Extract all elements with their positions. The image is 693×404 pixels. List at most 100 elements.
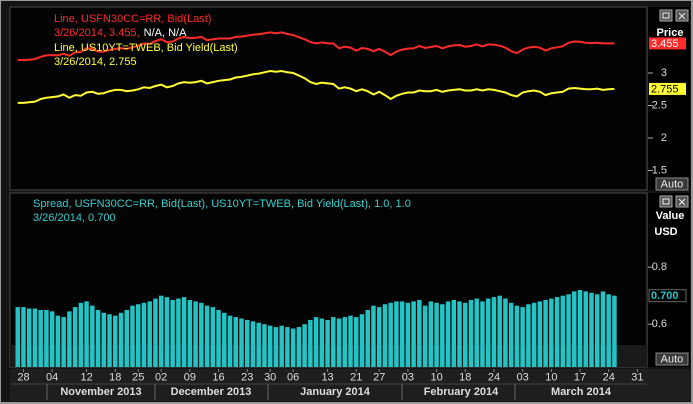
- bar: [290, 328, 296, 367]
- bar: [55, 315, 61, 367]
- bar: [95, 309, 101, 367]
- bar: [531, 302, 537, 367]
- bar: [405, 302, 411, 367]
- line: [17, 69, 615, 104]
- restore-icon: [662, 12, 670, 19]
- x-tick-label: 09: [184, 371, 196, 383]
- line: [17, 31, 615, 61]
- bar: [147, 301, 152, 367]
- x-tick-label: 18: [109, 371, 121, 383]
- bar: [38, 309, 43, 367]
- bar: [537, 301, 543, 367]
- legend-name: Spread, USFN30CC=RR, Bid(Last), US10YT=T…: [33, 198, 411, 210]
- auto-button[interactable]: [655, 352, 689, 366]
- x-tick-label: 21: [350, 371, 362, 383]
- y-tick-label: 0.6: [652, 318, 667, 330]
- bar: [594, 294, 600, 367]
- bar: [49, 311, 55, 367]
- bar: [227, 315, 233, 367]
- bar: [130, 305, 135, 367]
- bar: [32, 308, 38, 367]
- bar: [267, 325, 273, 367]
- bar: [394, 301, 399, 367]
- bar: [319, 318, 325, 367]
- bar: [457, 301, 462, 367]
- bar: [141, 302, 147, 367]
- bar: [382, 304, 388, 367]
- bar: [417, 299, 422, 367]
- auto-button[interactable]: [655, 177, 689, 191]
- x-tick-label: 10: [430, 371, 442, 383]
- bar: [153, 298, 158, 367]
- bar: [222, 312, 227, 367]
- bar: [245, 319, 250, 367]
- bar: [296, 327, 302, 367]
- month-label: November 2013: [60, 386, 141, 398]
- bar: [468, 299, 474, 367]
- bar: [308, 319, 313, 367]
- bar: [463, 302, 468, 367]
- bar: [158, 295, 164, 367]
- month-label: March 2014: [551, 386, 612, 398]
- x-tick-label: 10: [545, 371, 557, 383]
- bar: [491, 297, 497, 367]
- close-icon: [678, 198, 686, 206]
- bar: [365, 309, 370, 367]
- x-tick-label: 02: [155, 371, 167, 383]
- bar: [170, 299, 175, 367]
- month-label: February 2014: [424, 386, 499, 398]
- restore-button[interactable]: [659, 9, 673, 22]
- bar: [434, 302, 439, 367]
- last-value-label: 3.455: [651, 38, 679, 50]
- bar: [26, 308, 32, 367]
- bar: [193, 301, 198, 367]
- bar: [411, 301, 416, 367]
- legend-name: Line, US10YT=TWEB, Bid Yield(Last): [54, 42, 238, 54]
- month-separators: [46, 384, 516, 400]
- bar: [113, 315, 118, 367]
- bar: [451, 299, 457, 367]
- y-tick-label: 2.5: [652, 99, 667, 111]
- bar: [485, 298, 491, 367]
- auto-button-label: Auto: [661, 178, 684, 190]
- month-label: January 2014: [300, 386, 371, 398]
- close-icon: [678, 12, 686, 20]
- bar: [72, 307, 78, 367]
- legend-name: Line, USFN30CC=RR, Bid(Last): [54, 13, 211, 25]
- legend-extra: N/A, N/A: [144, 27, 187, 39]
- bar: [285, 327, 290, 367]
- bar: [256, 322, 261, 367]
- x-tick-label: 28: [17, 371, 29, 383]
- bar: [342, 317, 348, 367]
- month-labels: November 2013 December 2013 January 2014…: [60, 386, 612, 398]
- legend-info: 3/26/2014, 2.755: [54, 56, 137, 68]
- x-tick-label: 04: [46, 371, 58, 383]
- bar: [84, 301, 89, 367]
- bar: [399, 301, 405, 367]
- bar: [348, 315, 353, 367]
- x-tick-label: 06: [287, 371, 299, 383]
- axis-unit: USD: [654, 226, 677, 238]
- bar: [474, 298, 479, 367]
- bar: [313, 317, 319, 367]
- last-value-box: [649, 82, 686, 95]
- bar: [543, 299, 548, 367]
- x-tick-label: 27: [373, 371, 385, 383]
- x-tick-label: 13: [321, 371, 333, 383]
- bar: [589, 292, 594, 367]
- x-tick-label: 25: [132, 371, 144, 383]
- x-tick-label: 24: [488, 371, 500, 383]
- restore-button[interactable]: [659, 195, 673, 208]
- bar: [514, 305, 520, 367]
- bottom-axis-bg: [648, 193, 690, 367]
- x-tick-label: 17: [574, 371, 586, 383]
- bar: [233, 317, 239, 367]
- bar: [560, 295, 566, 367]
- bar: [262, 324, 267, 367]
- bar: [78, 302, 84, 367]
- window-buttons: [659, 9, 689, 208]
- bar: [250, 321, 256, 367]
- month-label: December 2013: [171, 386, 252, 398]
- bar: [67, 311, 72, 367]
